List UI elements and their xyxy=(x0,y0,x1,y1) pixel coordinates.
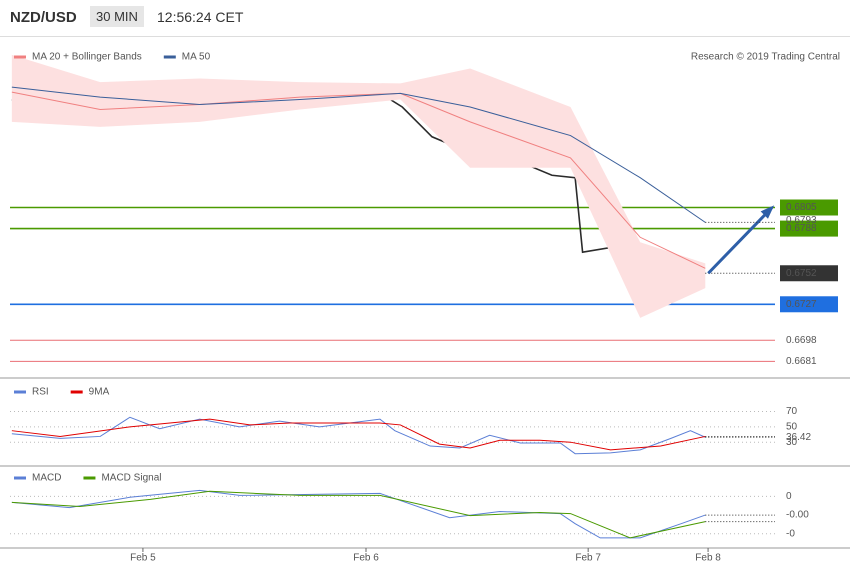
last-price-label: 0.6752 xyxy=(786,268,817,279)
interval[interactable]: 30 MIN xyxy=(90,6,144,27)
level-label: 0.6788 xyxy=(786,223,817,234)
last-value-label: -0.00 xyxy=(786,510,809,521)
legend-label: MACD Signal xyxy=(101,473,161,484)
credit: Research © 2019 Trading Central xyxy=(691,52,840,63)
level-label: 0.6727 xyxy=(786,299,817,310)
legend-label: MACD xyxy=(32,473,61,484)
ma50-last-label: 0.6793 xyxy=(786,215,817,226)
level-label-box xyxy=(780,199,838,216)
header: NZD/USD 30 MIN 12:56:24 CET xyxy=(0,0,850,37)
series-line xyxy=(11,489,706,539)
level-label: 0.6698 xyxy=(786,335,817,346)
x-tick-label: Feb 8 xyxy=(695,553,721,564)
y-tick-label: 50 xyxy=(786,421,798,432)
level-label-box xyxy=(780,296,838,313)
y-tick-label: 70 xyxy=(786,406,798,417)
y-tick-label: 30 xyxy=(786,437,798,448)
x-tick-label: Feb 7 xyxy=(575,553,601,564)
bollinger-band xyxy=(11,54,706,318)
target-arrow xyxy=(707,206,774,275)
level-label-box xyxy=(780,332,838,349)
level-label-box xyxy=(780,353,838,370)
level-label: 0.6805 xyxy=(786,202,817,213)
target-arrow-head xyxy=(760,205,775,219)
y-tick-label: -0 xyxy=(786,528,795,539)
x-tick-label: Feb 6 xyxy=(353,553,379,564)
level-label: 0.6681 xyxy=(786,356,817,367)
y-tick-label: 0 xyxy=(786,491,792,502)
legend-label: MA 20 + Bollinger Bands xyxy=(32,52,142,63)
legend-label: RSI xyxy=(32,387,49,398)
series-line xyxy=(11,86,706,223)
legend-label: 9MA xyxy=(89,387,110,398)
x-tick-label: Feb 5 xyxy=(130,553,156,564)
last-price-box xyxy=(780,265,838,282)
symbol: NZD/USD xyxy=(10,9,77,26)
legend-label: MA 50 xyxy=(182,52,211,63)
series-line xyxy=(11,418,706,451)
series-line xyxy=(11,490,706,539)
level-label-box xyxy=(780,220,838,237)
series-line xyxy=(11,416,706,455)
time: 12:56:24 CET xyxy=(157,9,244,25)
last-value-label: 36.42 xyxy=(786,432,811,443)
